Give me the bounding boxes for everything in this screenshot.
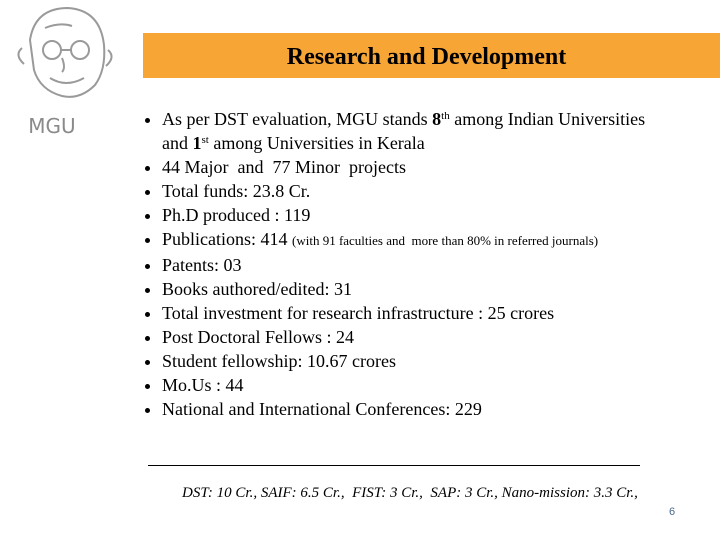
bullet-item: Post Doctoral Fellows : 24	[162, 325, 720, 349]
bullet-text: Ph.D produced : 119	[162, 205, 311, 225]
bullet-text: Student fellowship: 10.67 crores	[162, 351, 396, 371]
slide-title: Research and Development	[286, 44, 567, 70]
footnote: DST: 10 Cr., SAIF: 6.5 Cr., FIST: 3 Cr.,…	[182, 485, 638, 501]
bullet-text: Total investment for research infrastruc…	[162, 303, 555, 323]
bullet-item: 44 Major and 77 Minor projects	[162, 155, 720, 179]
bullet-text: As per DST evaluation, MGU stands	[162, 109, 428, 129]
bullet-text: and	[162, 133, 188, 153]
bullet-item: Ph.D produced : 119	[162, 203, 720, 227]
footnote-rule	[148, 465, 640, 466]
bullet-item: Student fellowship: 10.67 crores	[162, 349, 720, 373]
bullet-text: among Indian Universities	[454, 109, 646, 129]
bullet-text: Patents: 03	[162, 255, 242, 275]
bullet-text: 44 Major and 77 Minor projects	[162, 157, 406, 177]
logo: MGU	[17, 6, 113, 138]
bullet-text: among Universities in Kerala	[213, 133, 425, 153]
bullet-text: National and International Conferences: …	[162, 399, 482, 419]
title-banner	[143, 33, 720, 78]
bullet-item: National and International Conferences: …	[162, 397, 720, 421]
logo-label: MGU	[28, 114, 75, 138]
bullet-text: Total funds: 23.8 Cr.	[162, 181, 311, 201]
bullet-item: Patents: 03	[162, 253, 720, 277]
bullet-item: As per DST evaluation, MGU stands 8th am…	[162, 107, 720, 155]
bullet-item: Publications: 414 (with 91 faculties and…	[162, 227, 720, 253]
bullet-text: Books authored/edited: 31	[162, 279, 352, 299]
rank: 1	[192, 133, 202, 153]
portrait-sketch	[17, 6, 113, 98]
bullet-item: Total investment for research infrastruc…	[162, 301, 720, 325]
bullet-text: Publications: 414	[162, 229, 288, 249]
bullet-list: As per DST evaluation, MGU stands 8th am…	[140, 107, 720, 421]
rank: 8	[432, 109, 442, 129]
bullet-item: Mo.Us : 44	[162, 373, 720, 397]
rank-suffix: th	[441, 110, 450, 122]
rank-suffix: st	[201, 134, 209, 146]
bullet-item: Total funds: 23.8 Cr.	[162, 179, 720, 203]
bullet-note: (with 91 faculties and more than 80% in …	[292, 233, 599, 248]
bullet-text: Mo.Us : 44	[162, 375, 244, 395]
bullet-text: Post Doctoral Fellows : 24	[162, 327, 354, 347]
bullet-item: Books authored/edited: 31	[162, 277, 720, 301]
page-number: 6	[668, 506, 676, 518]
